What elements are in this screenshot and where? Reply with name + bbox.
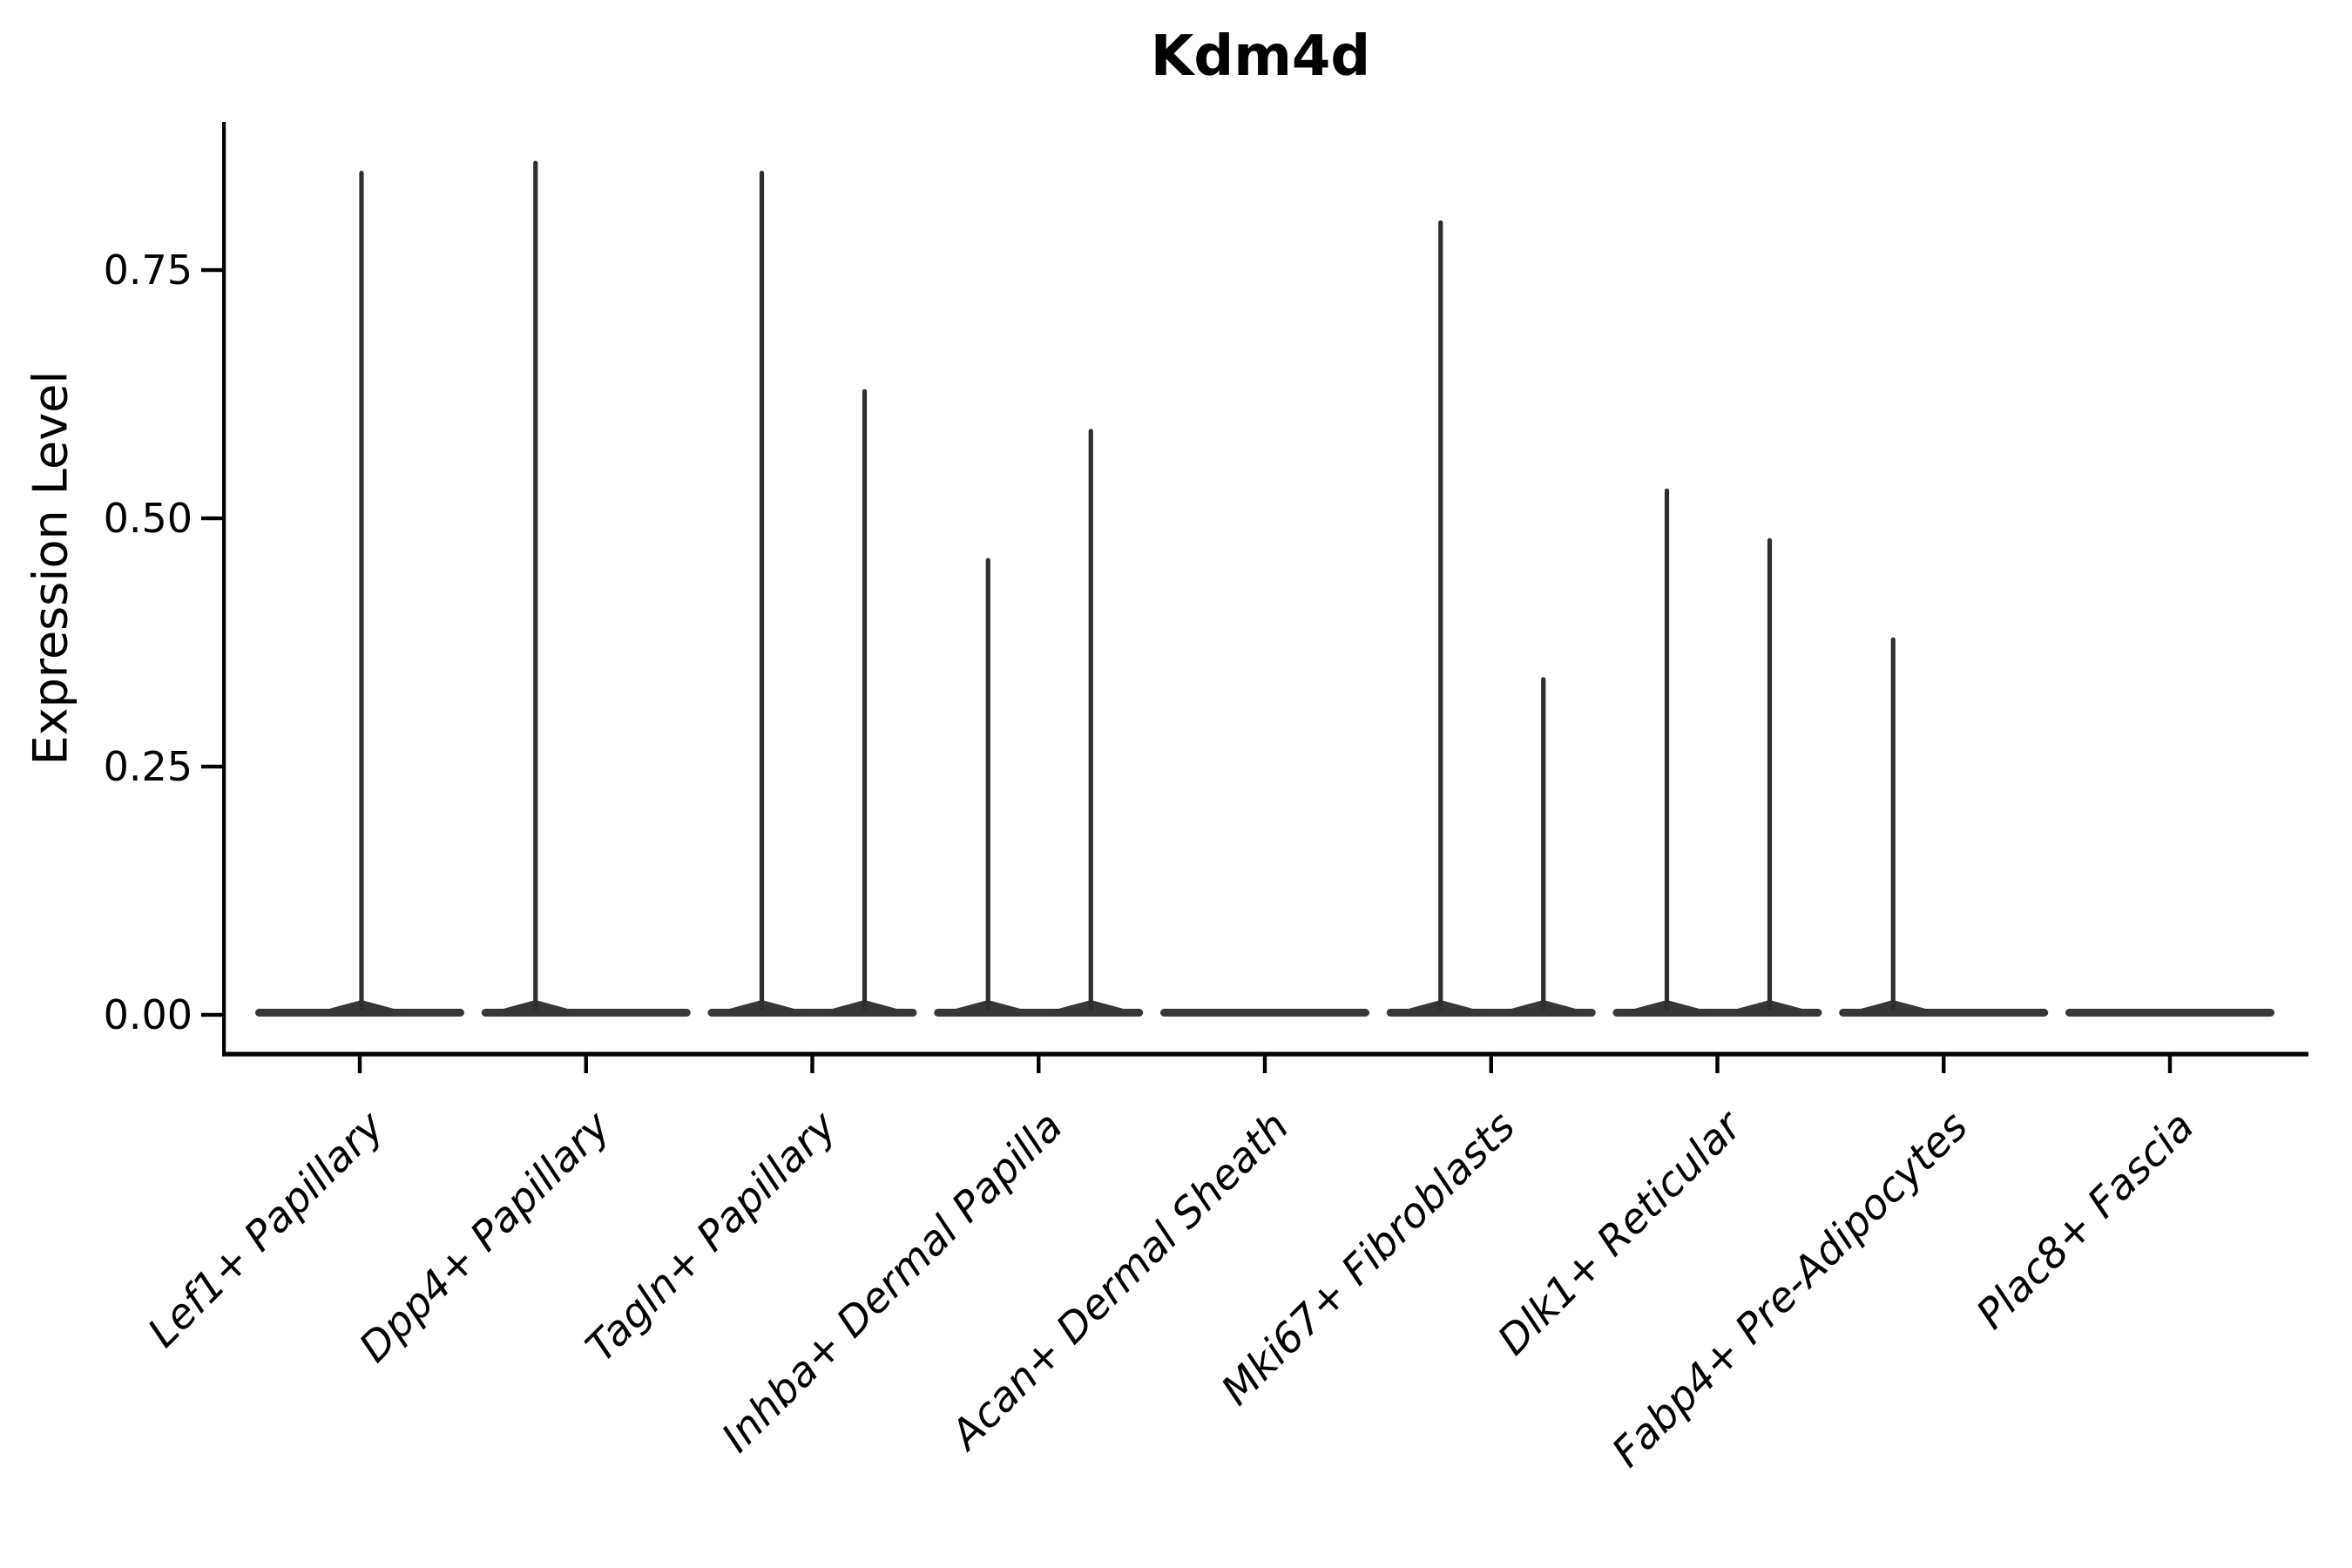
- x-axis-label: Lef1+ Papillary: [139, 1102, 394, 1357]
- violin-spike: [1890, 637, 1896, 1010]
- x-axis-label: Plac8+ Fascia: [1967, 1103, 2203, 1339]
- violin-body: [2065, 1009, 2274, 1017]
- violin-spike: [985, 558, 990, 1010]
- violin-spike: [759, 171, 765, 1010]
- violin-spike: [862, 389, 868, 1010]
- x-tick-mark: [1037, 1054, 1041, 1073]
- x-tick-mark: [357, 1054, 362, 1073]
- x-tick-mark: [1489, 1054, 1493, 1073]
- y-axis-ticks: 0.00 0.25 0.50 0.75: [104, 247, 224, 1038]
- y-tick-label: 0.00: [104, 991, 193, 1038]
- violin-spike: [359, 171, 364, 1010]
- y-tick-mark: [201, 267, 224, 273]
- violin-spike: [1664, 488, 1670, 1010]
- y-axis-spine: [222, 122, 226, 1056]
- x-axis-label: Dpp4+ Papillary: [350, 1102, 620, 1372]
- y-tick-label: 0.75: [104, 247, 193, 294]
- violin-body: [1160, 1009, 1369, 1017]
- x-axis-label: Dlk1+ Reticular: [1489, 1101, 1753, 1365]
- violin-spike: [1767, 537, 1773, 1010]
- violin-spike: [1541, 677, 1546, 1010]
- violin-spike: [1088, 429, 1093, 1010]
- chart-title: Kdm4d: [1150, 24, 1371, 89]
- violins-layer: [255, 160, 2274, 1017]
- y-tick-label: 0.25: [104, 743, 193, 790]
- x-axis-label: Fabp4+ Pre-Adipocytes: [1603, 1103, 1977, 1477]
- x-tick-mark: [1262, 1054, 1267, 1073]
- x-axis-label: Tagln+ Papillary: [577, 1102, 847, 1372]
- y-tick-mark: [201, 1012, 224, 1017]
- x-tick-mark: [810, 1054, 814, 1073]
- violin-spike: [533, 160, 538, 1011]
- y-tick-label: 0.50: [104, 495, 193, 542]
- x-tick-mark: [1715, 1054, 1720, 1073]
- y-tick-mark: [201, 516, 224, 521]
- x-tick-mark: [584, 1054, 588, 1073]
- x-tick-mark: [1942, 1054, 1946, 1073]
- y-tick-mark: [201, 764, 224, 769]
- x-axis-ticks: [357, 1054, 2173, 1073]
- x-tick-mark: [2167, 1054, 2173, 1073]
- violin-spike: [1438, 220, 1443, 1010]
- violin-body: [255, 1009, 464, 1017]
